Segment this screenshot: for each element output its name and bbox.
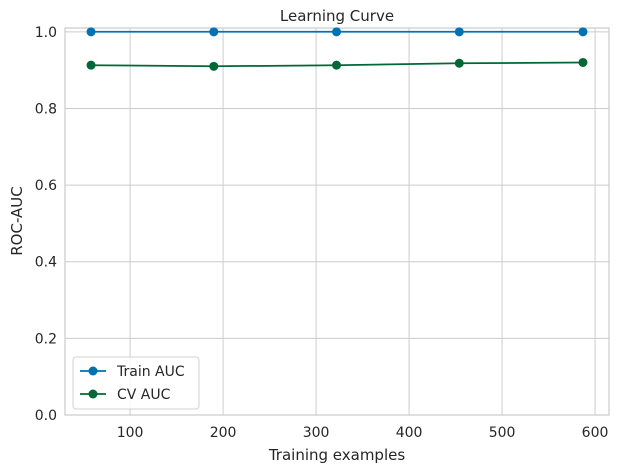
series-0-point [209,27,219,37]
x-tick-label: 600 [582,425,609,441]
legend-train-label: Train AUC [116,364,185,380]
series-0-point [454,27,464,37]
y-tick-label: 0.6 [35,178,57,194]
y-axis-label: ROC-AUC [8,186,26,256]
y-tick-label: 0.4 [35,255,57,271]
plot-background [65,28,609,415]
series-1-point [454,58,464,68]
series-1-point [332,60,342,70]
grid-lines [65,28,609,416]
legend: Train AUC CV AUC [72,356,200,410]
x-tick-labels: 100 200 300 400 500 600 [117,425,609,441]
y-tick-label: 0.2 [35,331,57,347]
y-tick-labels: 0.0 0.2 0.4 0.6 0.8 1.0 [35,25,57,424]
x-tick-label: 100 [117,425,144,441]
y-tick-label: 0.8 [35,101,57,117]
series-0-point [332,27,342,37]
chart-title: Learning Curve [280,7,394,25]
series-1-point [86,60,96,70]
x-tick-label: 200 [210,425,237,441]
x-tick-label: 500 [489,425,516,441]
series-0-point [86,27,96,37]
x-tick-label: 400 [396,425,423,441]
x-axis-label: Training examples [268,446,406,464]
legend-box [72,356,200,410]
legend-train-marker [88,366,98,376]
y-tick-label: 1.0 [35,25,57,41]
series-0-point [578,27,588,37]
x-tick-label: 300 [303,425,330,441]
series-layer [86,27,588,71]
legend-cv-marker [88,389,98,399]
series-1-point [209,61,219,71]
y-tick-label: 0.0 [35,408,57,424]
series-1-point [578,57,588,67]
legend-cv-label: CV AUC [117,387,171,403]
